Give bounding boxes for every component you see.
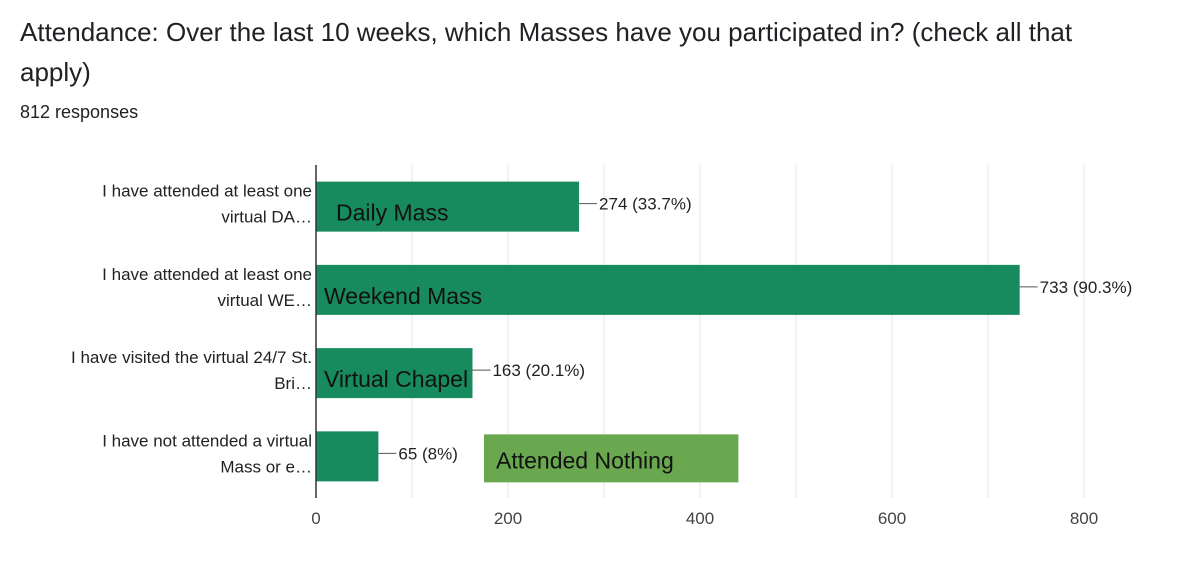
category-label: I have attended at least one [102, 182, 312, 201]
bar [316, 348, 473, 399]
bar [316, 264, 1020, 315]
bar-layer [316, 181, 1020, 483]
attended-nothing-label: Attended Nothing [496, 447, 674, 473]
value-label: 65 (8%) [398, 444, 458, 463]
question-title: Attendance: Over the last 10 weeks, whic… [20, 17, 1073, 87]
x-tick-label: 400 [686, 509, 714, 528]
axis-layer: 0 200 400 600 800 [311, 165, 1098, 528]
bar-annotation: Weekend Mass [324, 283, 482, 309]
x-tick-label: 200 [494, 509, 522, 528]
category-label: Mass or e… [220, 457, 312, 476]
category-label: virtual WE… [218, 291, 312, 310]
bar-annotation: Daily Mass [336, 200, 448, 226]
x-tick-label: 600 [878, 509, 906, 528]
bar-annotation: Virtual Chapel [324, 366, 468, 392]
category-label: I have visited the virtual 24/7 St. [71, 348, 312, 367]
value-label: 274 (33.7%) [599, 195, 692, 214]
category-label: I have not attended a virtual [102, 431, 312, 450]
bar [316, 431, 379, 482]
category-label: virtual DA… [221, 208, 312, 227]
value-label: 163 (20.1%) [492, 361, 585, 380]
category-label: Bri… [274, 374, 312, 393]
value-label: 733 (90.3%) [1040, 278, 1133, 297]
category-label: I have attended at least one [102, 265, 312, 284]
bar [316, 181, 580, 232]
label-layer: 274 (33.7%) Daily Mass I have attended at … [71, 182, 1132, 477]
x-tick-label: 800 [1070, 509, 1098, 528]
grid-layer [411, 165, 1085, 498]
response-count: 812 responses [20, 102, 139, 122]
attended-nothing-box [484, 434, 739, 483]
x-tick-label: 0 [311, 509, 320, 528]
